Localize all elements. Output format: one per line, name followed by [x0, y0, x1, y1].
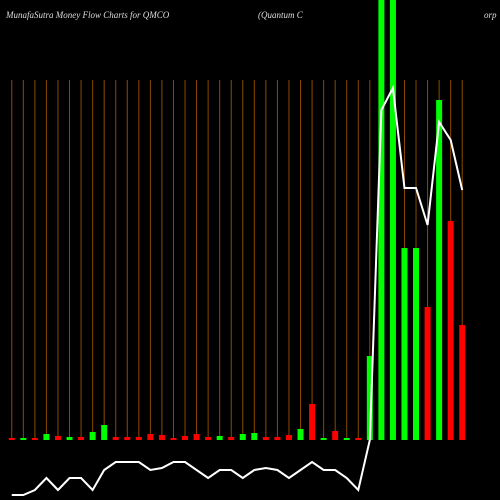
bar: [216, 436, 223, 440]
bar: [54, 436, 61, 440]
bar: [251, 433, 258, 440]
chart-subtitle: (Quantum C: [258, 10, 304, 20]
bar: [297, 429, 304, 440]
bar: [170, 438, 177, 440]
bar: [389, 0, 396, 440]
bar: [205, 437, 212, 440]
bar: [43, 434, 50, 440]
chart-title: MunafaSutra Money Flow Charts for QMCO: [5, 10, 170, 20]
bar: [158, 435, 165, 440]
bar: [274, 437, 281, 440]
bar: [366, 356, 373, 440]
bar: [124, 437, 131, 440]
bar: [31, 438, 38, 440]
bar: [378, 0, 385, 440]
bar: [112, 437, 119, 440]
bar: [436, 100, 443, 440]
bar: [182, 436, 189, 440]
bar: [447, 221, 454, 440]
bar: [135, 437, 142, 440]
bar: [78, 437, 85, 440]
bar: [101, 425, 108, 440]
bar: [66, 437, 73, 440]
bar: [459, 325, 466, 440]
bar: [401, 248, 408, 440]
bar: [228, 437, 235, 440]
bar: [8, 438, 15, 440]
bar: [343, 438, 350, 440]
bar: [332, 431, 339, 440]
bar: [239, 434, 246, 440]
bar: [262, 437, 269, 440]
bar: [413, 248, 420, 440]
chart-subtitle-end: orp: [484, 10, 497, 20]
bar: [193, 434, 200, 440]
bar: [285, 435, 292, 440]
bar: [355, 438, 362, 440]
bar: [147, 434, 154, 440]
bar: [20, 438, 27, 440]
bar: [424, 307, 431, 440]
bar: [89, 432, 96, 440]
bar: [320, 438, 327, 440]
bar: [309, 404, 316, 440]
money-flow-line: [11, 84, 464, 496]
